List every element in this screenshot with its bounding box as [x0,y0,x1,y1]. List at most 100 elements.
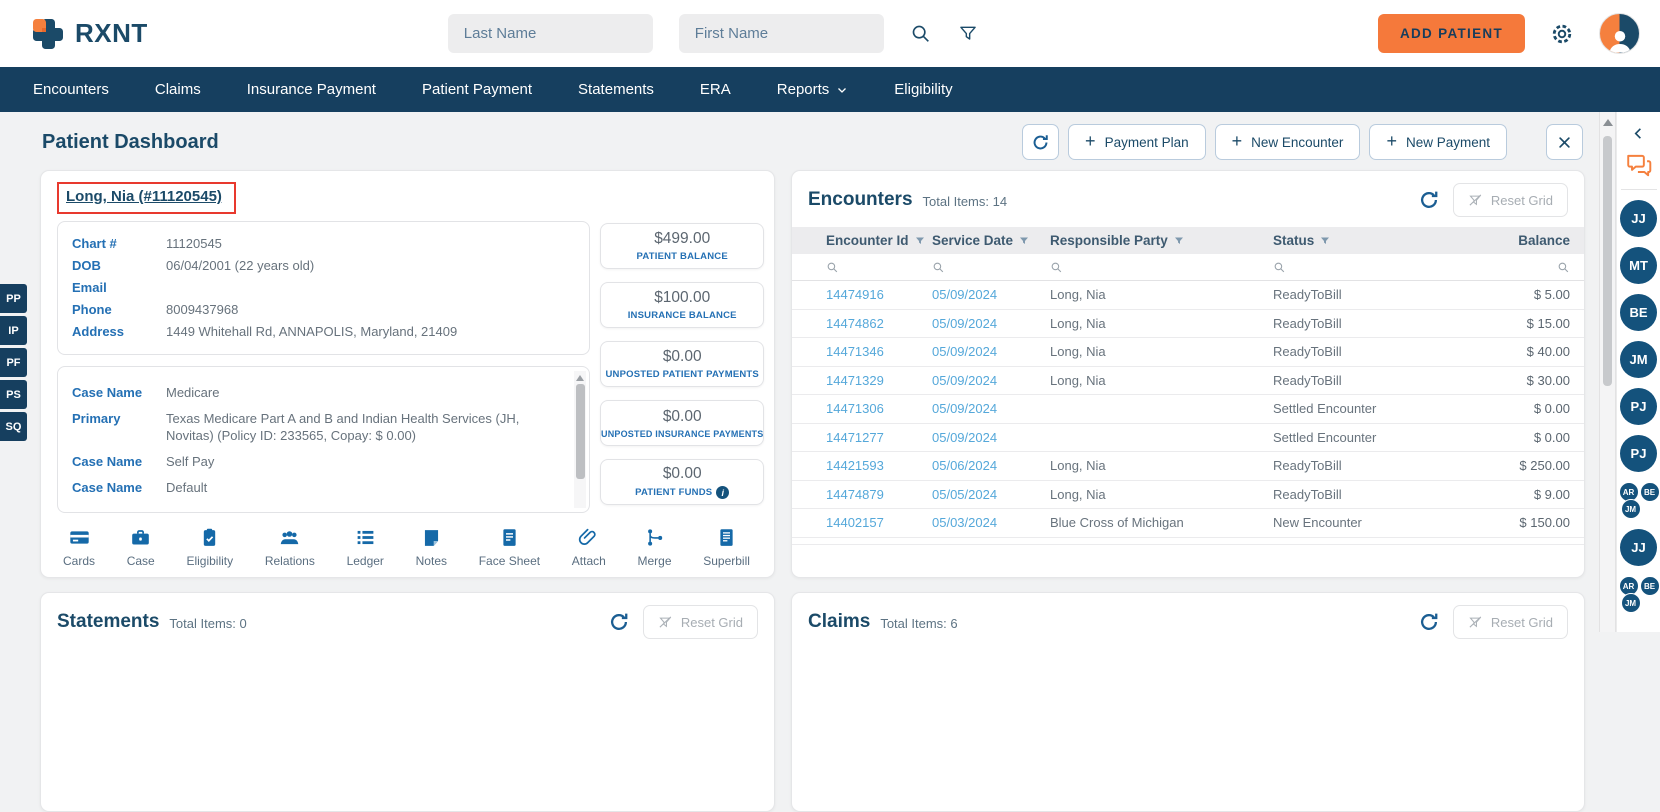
first-name-input[interactable] [678,14,884,53]
case-action[interactable]: Case [127,527,155,568]
avatar[interactable]: BE [1620,294,1657,331]
gear-icon[interactable] [1549,21,1575,47]
scroll-up-arrow[interactable] [1602,119,1613,126]
claims-total: Total Items: 6 [880,616,958,631]
table-row[interactable]: 14474879 05/05/2024 Long, Nia ReadyToBill $ … [792,481,1584,509]
rxnt-logo[interactable]: RXNT [30,16,148,52]
avatar[interactable]: BE [1639,576,1660,596]
page-scrollbar[interactable] [1599,112,1616,632]
nav-insurance-payment[interactable]: Insurance Payment [246,81,376,98]
right-rail: JJ MT BE JM PJ PJ AR BE JM JJ AR BE JM [1616,112,1660,632]
rail-tab-pf[interactable]: PF [0,348,27,377]
new-payment-button[interactable]: + New Payment [1369,124,1507,160]
unposted-patient-payments-card: $0.00 UNPOSTED PATIENT PAYMENTS [600,341,765,387]
superbill-action[interactable]: Superbill [703,527,750,568]
collapse-rail-button[interactable] [1631,126,1646,141]
top-bar-right: ADD PATIENT [1377,13,1640,54]
filter-clear-icon [659,615,672,628]
add-patient-button[interactable]: ADD PATIENT [1377,14,1525,53]
refresh-button[interactable] [1022,124,1060,160]
eligibility-action[interactable]: Eligibility [186,527,233,568]
table-row[interactable]: 14471277 05/09/2024 Settled Encounter $ 0.0… [792,424,1584,452]
rail-tab-ps[interactable]: PS [0,380,27,409]
reset-grid-button[interactable]: Reset Grid [1452,605,1568,639]
info-icon[interactable]: i [716,486,730,499]
merge-action[interactable]: Merge [638,527,672,568]
search-service-date[interactable] [932,261,1050,274]
scrollbar-thumb[interactable] [1603,136,1612,386]
avatar[interactable]: PJ [1620,388,1657,425]
nav-eligibility[interactable]: Eligibility [894,81,953,98]
col-status[interactable]: Status [1273,233,1458,248]
patient-cases-card: Case Name Medicare Primary Texas Medicare … [57,366,590,513]
nav-encounters[interactable]: Encounters [33,81,109,98]
nav-era[interactable]: ERA [699,81,731,98]
cards-action[interactable]: Cards [63,527,95,568]
close-button[interactable] [1546,124,1583,160]
rail-tab-ip[interactable]: IP [0,316,27,345]
avatar[interactable]: BE [1639,482,1660,502]
refresh-grid-button[interactable] [1418,611,1440,633]
search-responsible-party[interactable] [1050,261,1273,274]
table-row[interactable]: 14474862 05/09/2024 Long, Nia ReadyToBill $ … [792,310,1584,338]
filter-icon[interactable] [914,235,926,247]
avatar[interactable]: MT [1620,247,1657,284]
col-responsible-party[interactable]: Responsible Party [1050,233,1273,248]
avatar[interactable]: JM [1620,341,1657,378]
table-row[interactable]: 14471329 05/09/2024 Long, Nia ReadyToBill $ … [792,367,1584,395]
plus-icon: + [1085,131,1096,151]
table-row[interactable]: 14402157 05/03/2024 Blue Cross of Michigan… [792,509,1584,538]
relations-action[interactable]: Relations [265,527,315,568]
avatar[interactable]: JM [1620,593,1641,613]
table-row[interactable]: 14421593 05/06/2024 Long, Nia ReadyToBill $ … [792,452,1584,481]
scrollbar-thumb[interactable] [575,384,585,479]
notes-action[interactable]: Notes [416,527,447,568]
refresh-grid-button[interactable] [1418,189,1440,211]
search-icon[interactable] [910,23,932,45]
refresh-grid-button[interactable] [608,611,630,633]
search-status[interactable] [1273,261,1458,274]
avatar[interactable]: JJ [1620,529,1657,566]
cases-scrollbar[interactable] [574,371,586,508]
col-service-date[interactable]: Service Date [932,233,1050,248]
last-name-input[interactable] [447,14,653,53]
nav-statements[interactable]: Statements [578,81,654,98]
table-row[interactable]: 14471346 05/09/2024 Long, Nia ReadyToBill $ … [792,338,1584,367]
nav-reports[interactable]: Reports [754,67,872,112]
payment-plan-button[interactable]: + Payment Plan [1068,124,1206,160]
rail-tab-sq[interactable]: SQ [0,412,27,441]
avatar[interactable]: JJ [1620,200,1657,237]
chevron-down-icon [838,87,847,93]
encounters-title: Encounters [808,189,913,210]
filter-icon[interactable] [1319,235,1331,247]
nav-patient-payment[interactable]: Patient Payment [421,81,533,98]
reset-grid-button[interactable]: Reset Grid [642,605,758,639]
filter-icon[interactable] [1173,235,1185,247]
quick-actions: Cards Case Eligibility Relations [57,527,758,568]
avatar[interactable]: PJ [1620,435,1657,472]
search-encounter-id[interactable] [826,261,932,274]
patient-balance-card: $499.00 PATIENT BALANCE [600,223,765,269]
scroll-up-arrow[interactable] [576,375,584,381]
left-rail: PP IP PF PS SQ [0,112,28,632]
patient-demographics-card: Chart #11120545 DOB 06/04/2001 (22 years … [57,221,590,355]
table-row[interactable]: 14471306 05/09/2024 Settled Encounter $ 0.0… [792,395,1584,424]
table-row[interactable]: 14474916 05/09/2024 Long, Nia ReadyToBill $ … [792,281,1584,310]
person-icon [1608,31,1631,53]
col-balance[interactable]: Balance [1518,233,1570,248]
chat-icon[interactable] [1625,151,1653,179]
col-encounter-id[interactable]: Encounter Id [826,233,932,248]
filter-icon[interactable] [958,24,978,44]
nav-claims[interactable]: Claims [154,81,201,98]
rail-tab-pp[interactable]: PP [0,284,27,313]
search-balance[interactable] [1458,261,1570,274]
user-avatar[interactable] [1599,13,1640,54]
face-sheet-action[interactable]: Face Sheet [479,527,540,568]
filter-icon[interactable] [1018,235,1030,247]
patient-name-link[interactable]: Long, Nia (#11120545) [66,188,222,205]
attach-action[interactable]: Attach [572,527,606,568]
avatar[interactable]: JM [1620,499,1641,519]
ledger-action[interactable]: Ledger [347,527,384,568]
new-encounter-button[interactable]: + New Encounter [1214,124,1361,160]
reset-grid-button[interactable]: Reset Grid [1452,183,1568,217]
